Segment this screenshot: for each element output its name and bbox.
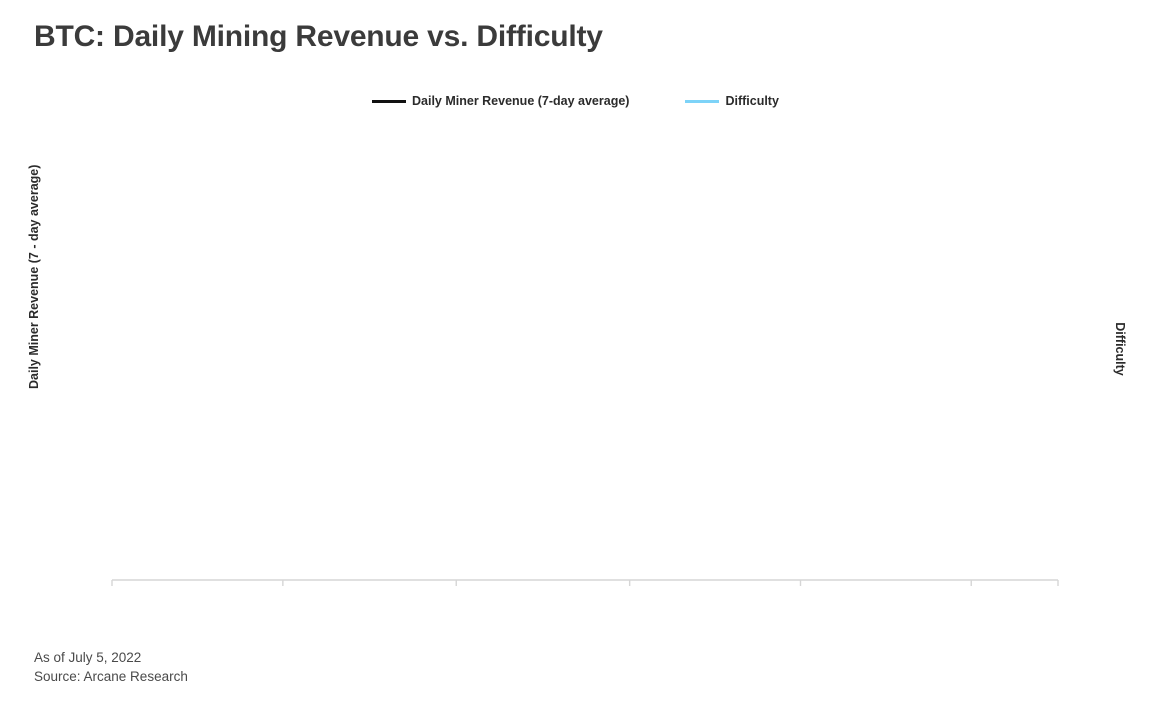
chart-footer: As of July 5, 2022 Source: Arcane Resear… bbox=[34, 648, 188, 686]
legend-label-revenue: Daily Miner Revenue (7-day average) bbox=[412, 94, 630, 108]
y-axis-left-title: Daily Miner Revenue (7 - day average) bbox=[27, 164, 41, 389]
chart-legend: Daily Miner Revenue (7-day average) Diff… bbox=[372, 94, 779, 108]
footer-source: Source: Arcane Research bbox=[34, 669, 188, 684]
page-title: BTC: Daily Mining Revenue vs. Difficulty bbox=[34, 20, 603, 53]
y-axis-right-title: Difficulty bbox=[1113, 322, 1127, 376]
legend-label-difficulty: Difficulty bbox=[725, 94, 779, 108]
line-swatch-black-icon bbox=[372, 99, 406, 103]
legend-item-difficulty[interactable]: Difficulty bbox=[685, 94, 779, 108]
line-swatch-blue-icon bbox=[685, 99, 720, 103]
footer-as-of: As of July 5, 2022 bbox=[34, 650, 142, 665]
legend-item-revenue[interactable]: Daily Miner Revenue (7-day average) bbox=[372, 94, 629, 108]
